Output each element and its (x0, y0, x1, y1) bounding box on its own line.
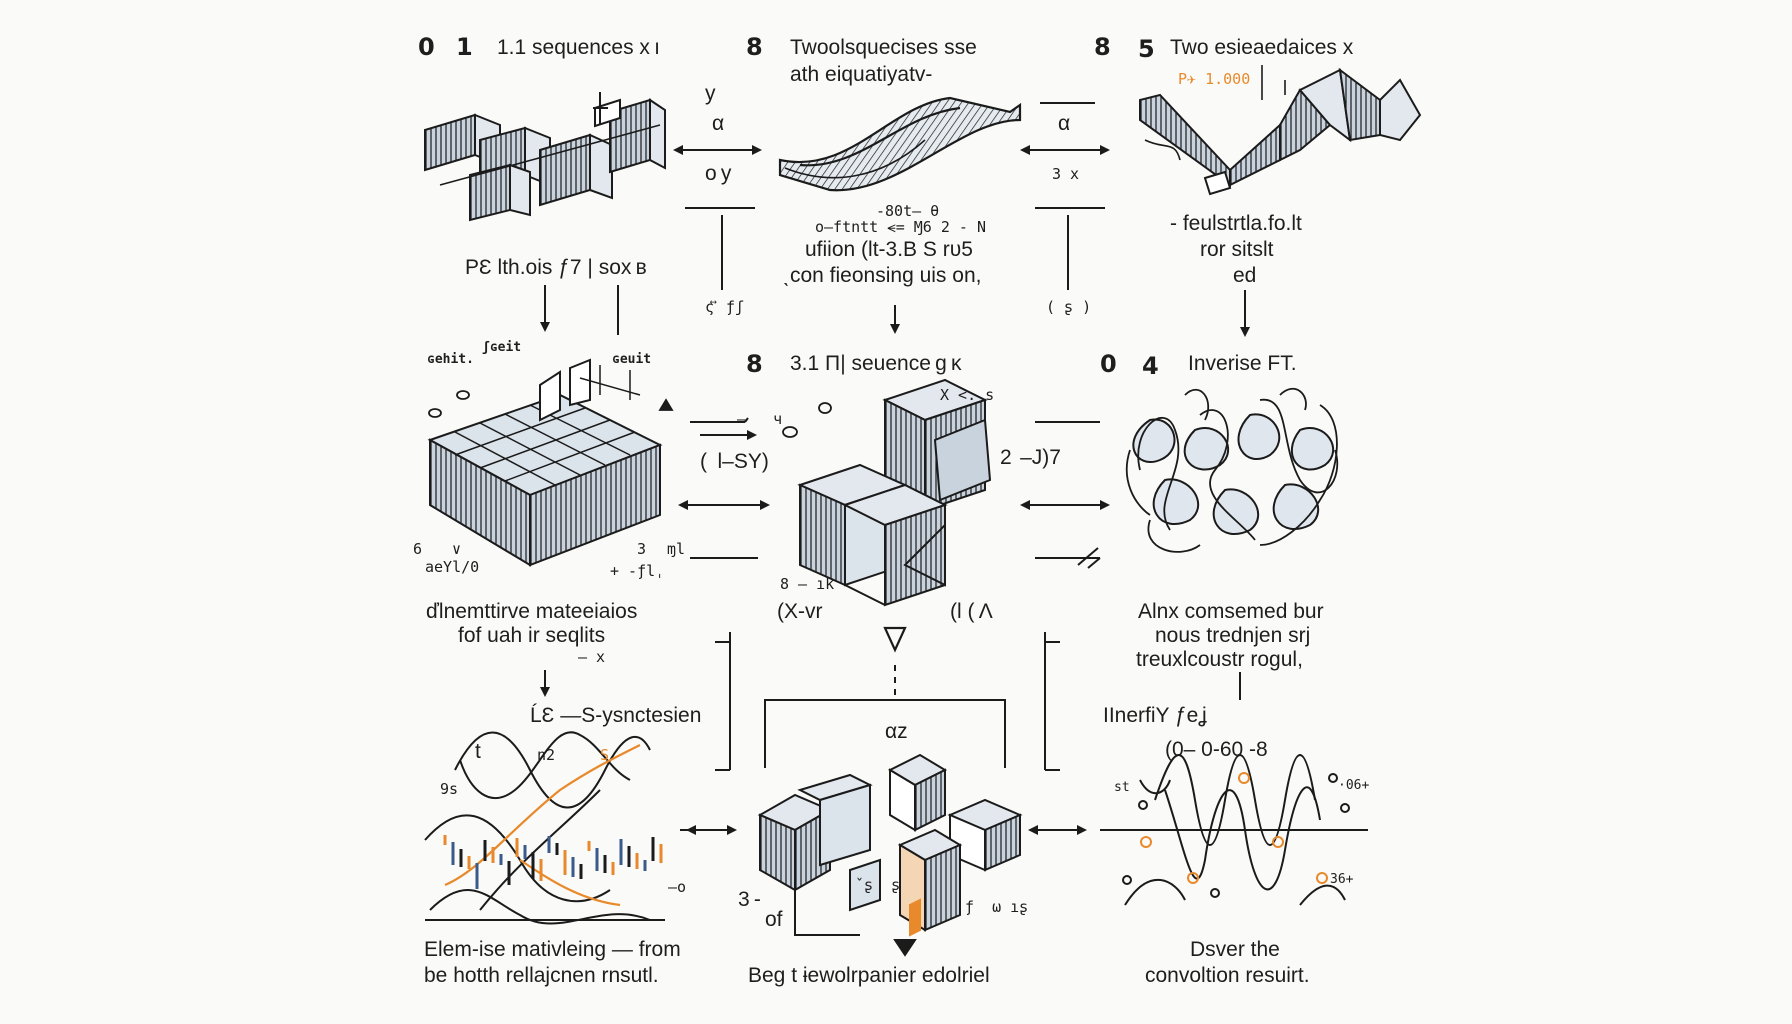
bottom-left-top-label: ĹƐ —S-ysnctesien (530, 704, 702, 727)
bottom-right-left-a: st (1114, 780, 1130, 795)
mid-right-caption-line1: Alnx comsemed bur (1138, 600, 1324, 623)
double-arrow-mid-1 (678, 417, 770, 559)
panel2-title-line2: ath eiquatiyatv- (790, 63, 933, 86)
step-number-5a: 0 (1100, 350, 1117, 378)
grid-tag-2: ʃɢeit (482, 340, 522, 355)
grid-sub-b: ∨ (452, 540, 462, 558)
inverse-ft-knot-cluster (1125, 388, 1339, 553)
bottom-left-caption-line2: be hotth rellajcnen rnsutl. (424, 964, 659, 987)
panel3-title: Two esieaedaices x (1170, 36, 1354, 59)
bottom-center-side-left: 3 - (738, 888, 761, 911)
bottom-right-caption-line1: Dsver the (1190, 938, 1280, 961)
grid-tag-1: ɢehit. (427, 352, 474, 367)
inverse-ft-title: Inverise FT. (1188, 352, 1297, 375)
mid-text-line3: ufiion (lt-3.Β S rυ5 (805, 238, 973, 261)
center-note-3: (l ( Ʌ (950, 600, 993, 623)
grid-sub-a: 6 (413, 540, 423, 558)
bottom-center-side-of: of (765, 908, 783, 931)
mid-left-caption-line3: — x (578, 648, 606, 666)
arrow1-top-label: у (705, 82, 716, 105)
wave-axis-right: –o (668, 878, 687, 896)
down-arrows-top (540, 285, 1250, 337)
wave-label-n: n2 (537, 746, 556, 764)
element-wise-wave-plot (424, 731, 665, 925)
panel3-orange-label: P✈ 1.000 (1178, 70, 1251, 88)
wave-label-t: t (475, 740, 481, 763)
convolution-result-wave (1100, 754, 1368, 906)
mid-left-caption-line1: ďlnemttirve mateeiaios (426, 600, 638, 623)
center-xs-label: X <. s (940, 386, 995, 404)
grid-sub-d: 3 (637, 540, 647, 558)
sequence-x-sawtooth (1139, 67, 1422, 196)
arrow2-bottom-label: 3 x (1052, 165, 1080, 183)
bottom-center-alpha: αz (885, 720, 908, 743)
wave-axis-left: 9s (440, 780, 459, 798)
arrow1-bottom-label: o y (705, 162, 732, 185)
center-sequence-title: 3.1 Π| seuence g ĸ (790, 352, 962, 375)
top-left-caption: РƐ lth.ois ƒ7 | sox в (465, 256, 647, 279)
mid-right-caption-line3: treuxlcoustr rogul, (1136, 648, 1303, 671)
bottom-left-caption-line1: Elem-ise mativleing — from (424, 938, 681, 961)
sequence-cube-stack (797, 378, 992, 607)
step-number-2: 8 (746, 33, 763, 61)
mid-right-caption-line2: nous trednjen srj (1155, 624, 1311, 647)
mid-left-caption-line2: fof uah ir seqlits (458, 624, 606, 647)
convolution-cube-assembly (757, 753, 1023, 957)
bottom-right-formula: (0– 0-60 -8 (1165, 738, 1268, 761)
matrix-cell-grid (427, 358, 663, 567)
sequence-x-blocks (424, 98, 666, 222)
top-right-mark: ( ʂ ) (1046, 298, 1092, 316)
twisted-ribbon-sequence (778, 96, 1022, 192)
grid-sub-c: aeYl/0 (425, 558, 480, 576)
center-note-2: (X-vr (777, 600, 823, 623)
mid-text-line4: ˎcon fieonsing uis on, (783, 264, 982, 287)
center-right-side: 2 –J)7 (1000, 446, 1061, 469)
top-right-caption-line3: ed (1233, 264, 1257, 287)
top-right-caption-line1: - feulstrtla.fo.lt (1170, 212, 1302, 235)
bottom-center-mid: ˇʂ ʂ (855, 876, 901, 894)
double-arrow-top-1 (673, 145, 762, 290)
panel1-title: 1.1 sequences x ı (497, 36, 660, 59)
mid-text-line1: -80t– θ (876, 202, 940, 220)
bottom-right-caption-line2: convoltion resuirt. (1145, 964, 1310, 987)
bottom-right-right-b: 36+ (1330, 872, 1354, 887)
double-arrow-mid-2 (1020, 421, 1110, 569)
bottom-right-top-label: IInerfiY ƒeʝ (1103, 704, 1207, 727)
mid-text-line2: o–ftntt ⪪= Ɱ6 2 - Ν (815, 218, 987, 236)
center-left-side: ( l–SY) (700, 450, 769, 473)
connectors-mid-bottom (540, 626, 1241, 771)
step-number-1a: 0 (418, 33, 435, 61)
grid-sub-e: ɱl (667, 540, 686, 558)
step-number-3a: 8 (1094, 33, 1111, 61)
center-left-small: – ч (737, 410, 783, 428)
grid-tag-3: ɢeuit (612, 352, 652, 367)
small-circles-left (428, 390, 674, 418)
wave-label-s: S (600, 746, 610, 764)
double-arrow-top-2 (1020, 102, 1110, 290)
step-number-1b: 1 (456, 33, 473, 61)
bottom-right-right-a: ·06+ (1338, 778, 1370, 793)
panel2-title-line1: Twoolsquecises sse (790, 36, 977, 59)
bottom-center-caption: Beg t ɨewolrpanier edolriel (748, 964, 990, 987)
arrow1-mid-label: α (712, 112, 725, 135)
arrow2-mid-label: α (1058, 112, 1071, 135)
result-orange-markers (1140, 772, 1328, 884)
top-left-mark: ς ⃡ ƒʃ (705, 298, 745, 316)
step-number-3b: 5 (1138, 35, 1155, 63)
center-note-1: 8 – ık (780, 575, 835, 593)
step-number-5b: 4 (1142, 352, 1159, 380)
grid-sub-f: + ‐ƒlˌ (610, 562, 665, 580)
bottom-center-side-right: ƒ ω ıʂ (965, 898, 1029, 916)
top-right-caption-line2: ror sitslt (1200, 238, 1274, 261)
step-number-4: 8 (746, 350, 763, 378)
